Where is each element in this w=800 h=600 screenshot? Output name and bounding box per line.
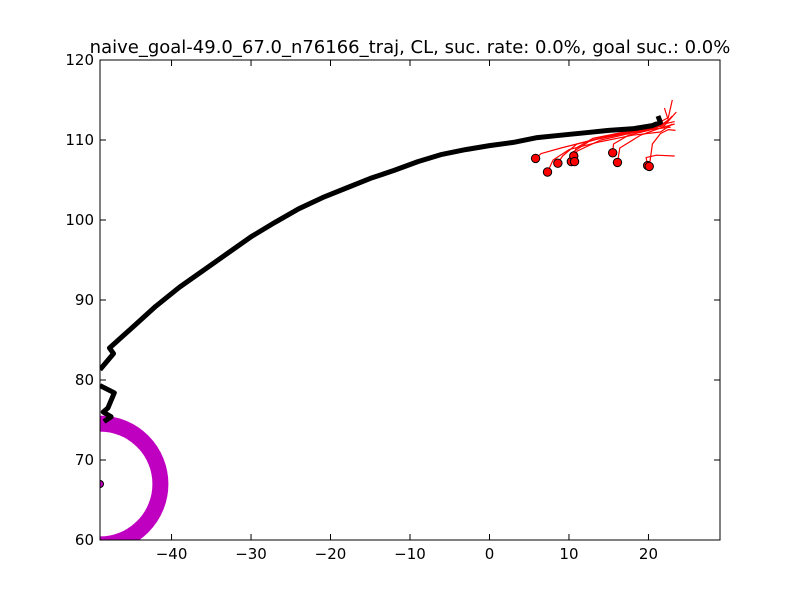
y-tick-label: 80 [75,371,94,389]
data-layer [100,99,677,540]
y-tick-label: 90 [75,291,94,309]
main-trajectory-tail-line [100,383,117,424]
y-tick-label: 110 [65,131,94,149]
x-tick-label: −10 [394,545,426,563]
red-trajectory-7 [616,123,675,163]
trajectory-end-marker-5 [569,156,580,167]
x-tick-label: −40 [156,545,188,563]
x-tick-label: 10 [559,545,578,563]
plot-area [100,60,720,540]
x-tick-label: 20 [639,545,658,563]
y-tick-label: 70 [75,451,94,469]
x-tick-label: −20 [315,545,347,563]
red-trajectory-6 [612,115,673,153]
trajectory-end-marker-0 [530,153,541,164]
y-tick-label: 60 [75,531,94,549]
main-trajectory-line [100,115,663,372]
red-trajectory-1 [546,123,673,173]
y-tick-label: 120 [65,51,94,69]
goal-ring [100,415,169,540]
trajectory-end-marker-9 [644,161,654,172]
y-tick-label: 100 [65,211,94,229]
trajectory-end-marker-7 [612,157,623,168]
trajectory-end-marker-6 [607,148,618,158]
x-tick-label: 0 [485,545,495,563]
axes-layer: −40 −30 −20 −10 0 10 20 60 70 80 90 100 110 120 [65,51,721,563]
trajectory-end-marker-2 [553,158,563,168]
trajectory-end-marker-1 [542,167,553,177]
x-tick-label: −30 [235,545,267,563]
goal-center-marker [100,480,104,488]
chart-title: naive_goal-49.0_67.0_n76166_traj, CL, su… [90,37,731,58]
red-trajectory-9 [648,129,676,167]
